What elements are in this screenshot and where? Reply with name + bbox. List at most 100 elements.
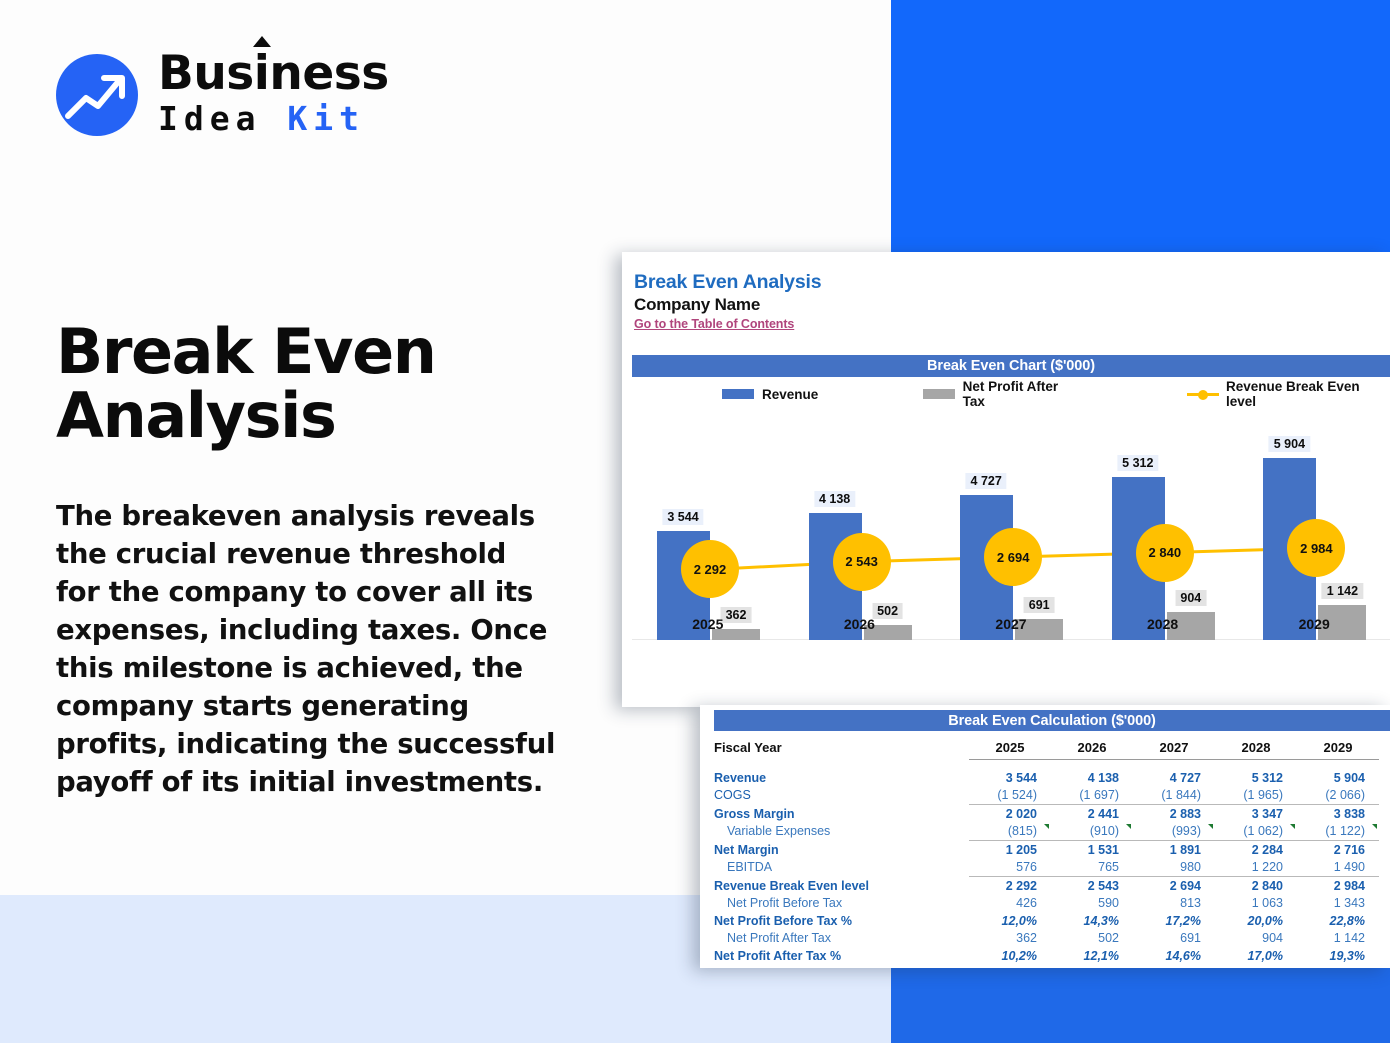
cell-2028[interactable]: (1 965) [1243,788,1283,803]
cell-2027[interactable]: 2 883 [1169,806,1201,821]
cell-2029[interactable]: 3 838 [1333,806,1365,821]
cell-2028[interactable]: 2 840 [1251,878,1283,893]
chart-group-2025: 3 544 362 2025 [632,425,784,640]
cell-2025[interactable]: 362 [1016,931,1037,946]
cell-2028[interactable]: (1 062) [1215,824,1297,838]
cell-2027[interactable]: 813 [1180,896,1201,911]
legend-swatch-break-even-line-icon [1186,389,1220,400]
cell-2025[interactable]: (815) [969,824,1051,838]
table-header-row: Fiscal Year 2025 2026 2027 2028 2029 [714,735,1390,759]
legend-item-break-even-level[interactable]: Revenue Break Even level [1186,379,1390,409]
row-label: Gross Margin [714,806,795,821]
cell-2026[interactable]: 590 [1098,896,1119,911]
column-header-2026: 2026 [1077,739,1107,755]
chart-band-title: Break Even Chart ($'000) [632,355,1390,377]
net-profit-after-tax-bar[interactable] [712,628,760,640]
legend-item-net-profit-after-tax[interactable]: Net Profit After Tax [923,379,1081,409]
table-band-title: Break Even Calculation ($'000) [714,710,1390,731]
background-top-right-blue-panel [891,0,1390,252]
cell-2025[interactable]: (1 524) [997,788,1037,803]
legend-label-break-even: Revenue Break Even level [1226,379,1360,409]
table-row: Net Margin 1 205 1 531 1 891 2 284 2 716 [714,841,1390,859]
cell-2027[interactable]: 691 [1180,931,1201,946]
cell-2026[interactable]: 14,3% [1083,913,1119,928]
cell-2025[interactable]: 2 292 [1005,878,1037,893]
cell-2025[interactable]: 576 [1016,860,1037,875]
cell-2028[interactable]: 3 347 [1251,806,1283,821]
cell-2027[interactable]: 4 727 [1169,770,1201,785]
cell-2029[interactable]: 22,8% [1329,913,1365,928]
legend-label-npat: Net Profit After Tax [962,379,1059,409]
table-row: Net Profit Before Tax % 12,0% 14,3% 17,2% 20… [714,912,1390,930]
cell-2026[interactable]: 4 138 [1087,770,1119,785]
cell-2027[interactable]: (993) [1133,824,1215,838]
cell-2026[interactable]: 765 [1098,860,1119,875]
sheet-company-name: Company Name [634,295,761,314]
net-profit-after-tax-bar[interactable] [1015,618,1064,640]
chart-legend: Revenue Net Profit After Tax Revenue Bre… [632,379,1390,409]
break-even-marker-2026[interactable]: 2 543 [832,532,891,591]
break-even-marker-2025[interactable]: 2 292 [681,540,739,599]
cell-2029[interactable]: 1 142 [1333,931,1365,946]
cell-2028[interactable]: 1 063 [1251,896,1283,911]
cell-2027[interactable]: 17,2% [1165,913,1201,928]
cell-2028[interactable]: 1 220 [1251,860,1283,875]
net-profit-after-tax-bar[interactable] [863,624,912,640]
cell-2029[interactable]: 19,3% [1329,948,1365,963]
cell-2025[interactable]: 426 [1016,896,1037,911]
cell-2029[interactable]: 2 716 [1333,842,1365,857]
chart-group-2028: 5 312 904 2028 [1087,425,1239,640]
table-spacer [714,760,1390,769]
table-row: Net Profit After Tax 362 502 691 904 1 142 [714,930,1390,948]
break-even-marker-2029[interactable]: 2 984 [1287,519,1346,578]
table-row: Net Profit Before Tax 426 590 813 1 063 1 343 [714,895,1390,913]
cell-2028[interactable]: 5 312 [1251,770,1283,785]
legend-item-revenue[interactable]: Revenue [722,387,818,402]
cell-2027[interactable]: 2 694 [1169,878,1201,893]
cell-2028[interactable]: 2 284 [1251,842,1283,857]
cell-2029[interactable]: (1 122) [1297,824,1379,838]
cell-2028[interactable]: 17,0% [1247,948,1283,963]
column-header-2027: 2027 [1159,739,1189,755]
cell-2029[interactable]: 2 984 [1333,878,1365,893]
cell-2026[interactable]: 2 543 [1087,878,1119,893]
cell-2027[interactable]: 14,6% [1165,948,1201,963]
cell-2025[interactable]: 10,2% [1001,948,1037,963]
table-row: EBITDA 576 765 980 1 220 1 490 [714,859,1390,877]
cell-2026[interactable]: 12,1% [1083,948,1119,963]
cell-2029[interactable]: (2 066) [1325,788,1365,803]
net-profit-after-tax-bar[interactable] [1166,612,1215,640]
cell-2025[interactable]: 3 544 [1005,770,1037,785]
cell-2029[interactable]: 5 904 [1333,770,1365,785]
cell-2025[interactable]: 2 020 [1005,806,1037,821]
comment-indicator-icon [1372,824,1377,830]
cell-2026[interactable]: (1 697) [1079,788,1119,803]
npat-data-label: 691 [1023,596,1055,613]
cell-2027[interactable]: 980 [1180,860,1201,875]
cell-2026[interactable]: (910) [1051,824,1133,838]
row-label: Revenue Break Even level [714,878,869,893]
row-label: Variable Expenses [727,824,831,839]
break-even-marker-2028[interactable]: 2 840 [1135,523,1194,582]
legend-swatch-npat-icon [923,389,955,399]
net-profit-after-tax-bar[interactable] [1318,604,1367,640]
cell-2027[interactable]: 1 891 [1169,842,1201,857]
cell-2029[interactable]: 1 343 [1333,896,1365,911]
table-card: Break Even Calculation ($'000) Fiscal Ye… [700,705,1390,968]
cell-2026[interactable]: 1 531 [1087,842,1119,857]
table-row: Revenue 3 544 4 138 4 727 5 312 5 904 [714,769,1390,787]
cell-2025[interactable]: 1 205 [1005,842,1037,857]
cell-2026[interactable]: 2 441 [1087,806,1119,821]
break-even-calculation-table: Fiscal Year 2025 2026 2027 2028 2029 Revenue 3 … [714,735,1390,965]
break-even-marker-2027[interactable]: 2 694 [984,528,1043,587]
cell-2028[interactable]: 20,0% [1247,913,1283,928]
brand-name-line1: Business [158,46,389,101]
table-row: Revenue Break Even level 2 292 2 543 2 694 2… [714,877,1390,895]
cell-2027[interactable]: (1 844) [1161,788,1201,803]
cell-2026[interactable]: 502 [1098,931,1119,946]
table-of-contents-link[interactable]: Go to the Table of Contents [634,317,795,331]
cell-2029[interactable]: 1 490 [1333,860,1365,875]
cell-2025[interactable]: 12,0% [1001,913,1037,928]
cell-2028[interactable]: 904 [1262,931,1283,946]
column-header-2029: 2029 [1323,739,1353,755]
